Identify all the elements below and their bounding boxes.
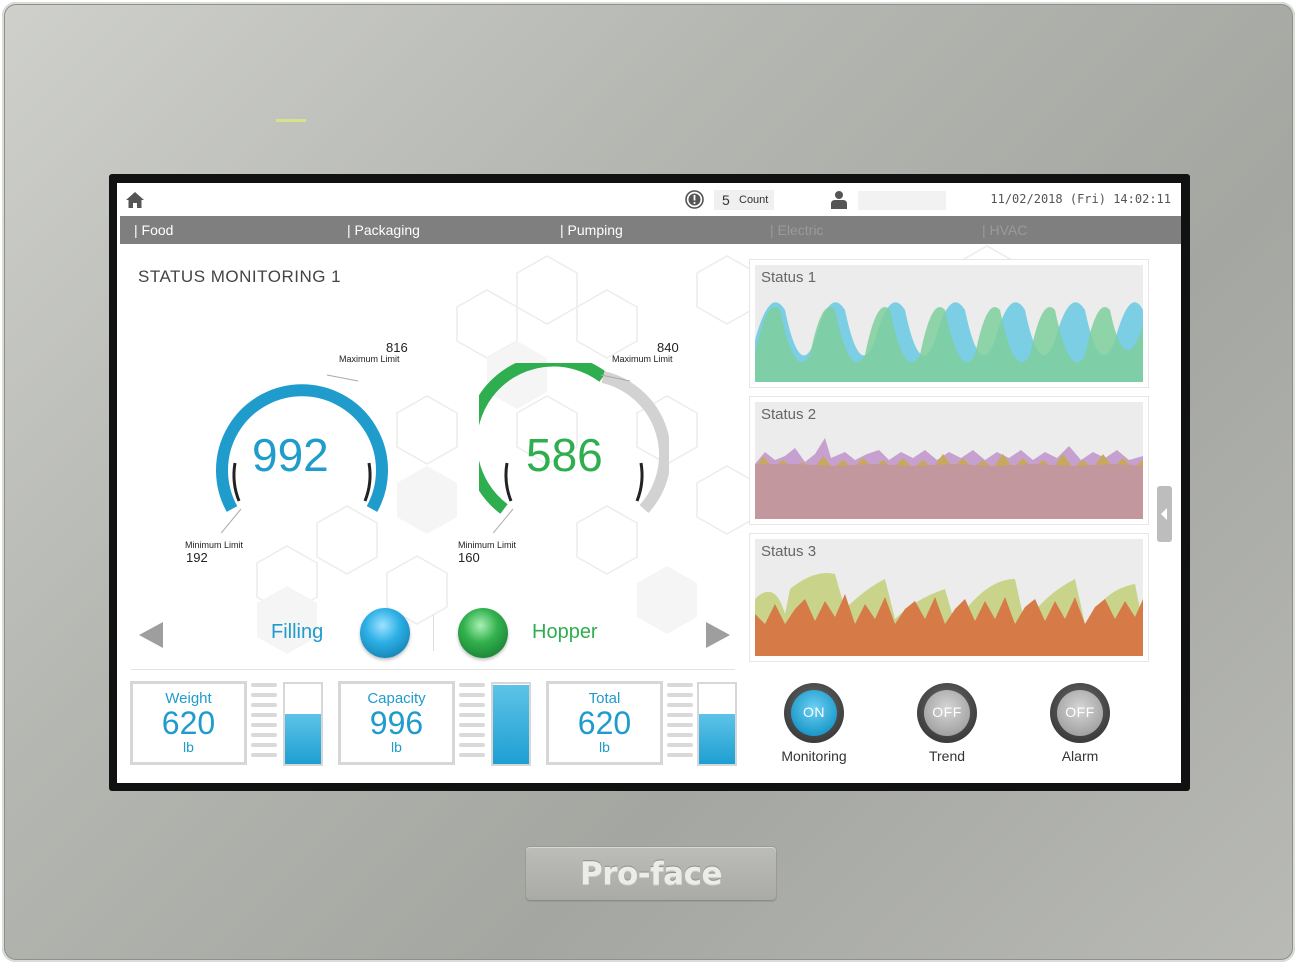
alarm-switch[interactable]: OFF: [1050, 683, 1110, 743]
gauge-hopper: [479, 363, 669, 533]
meter-weight-value: 620: [161, 705, 216, 741]
meter-weight-bar: [283, 682, 323, 766]
meter-total-unit: lb: [599, 739, 610, 755]
tab-electric: | Electric: [770, 222, 824, 238]
gauge-hopper-max-value: 840: [657, 340, 679, 355]
meter-total-ticks: [667, 683, 693, 763]
alarm-count: 5: [722, 192, 730, 208]
tab-pumping[interactable]: | Pumping: [560, 222, 623, 238]
meter-total-title: Total: [588, 690, 621, 707]
gauge-filling-max-label: Maximum Limit: [339, 354, 400, 364]
page-title: STATUS MONITORING 1: [138, 267, 342, 286]
brand-plate: Pro-face: [526, 847, 776, 901]
lamp-separator: [433, 615, 434, 651]
monitoring-switch-label: Monitoring: [781, 748, 847, 764]
meter-capacity-fill: [493, 685, 529, 764]
gauge-filling-min-value: 192: [186, 550, 208, 565]
trend-switch[interactable]: OFF: [917, 683, 977, 743]
status-card-2[interactable]: Status 2: [749, 396, 1149, 525]
gauge-hopper-value: 586: [526, 429, 603, 481]
home-icon[interactable]: [125, 191, 145, 209]
meter-capacity-value: 996: [369, 705, 424, 741]
meter-capacity-unit: lb: [391, 739, 402, 755]
next-arrow-icon[interactable]: [704, 620, 732, 650]
status-chart-2: [755, 438, 1143, 519]
alarm-count-label: Count: [739, 194, 769, 206]
gauge-filling-max-value: 816: [386, 340, 408, 355]
meter-capacity-bar: [491, 682, 531, 766]
meter-total: Total 620 lb: [546, 681, 663, 765]
lamp-filling: [360, 608, 410, 658]
meter-total-fill: [699, 714, 735, 764]
lamp-filling-label: Filling: [271, 621, 324, 643]
meter-weight-ticks: [251, 683, 277, 763]
meter-total-value: 620: [577, 705, 632, 741]
gauge-filling: [216, 374, 388, 533]
hmi-screen: 5 Count 11/02/2018 (Fri) 14:02:11 | Food…: [117, 183, 1181, 783]
lamp-hopper-label: Hopper: [532, 621, 598, 643]
gauge-hopper-max-label: Maximum Limit: [612, 354, 673, 364]
alarm-switch-label: Alarm: [1061, 748, 1099, 764]
side-panel-handle[interactable]: [1157, 486, 1172, 542]
header-bar: 5 Count 11/02/2018 (Fri) 14:02:11: [117, 183, 1181, 216]
datetime: 11/02/2018 (Fri) 14:02:11: [990, 192, 1171, 206]
meter-weight-unit: lb: [183, 739, 194, 755]
meter-total-bar: [697, 682, 737, 766]
status-chart-2-label: Status 2: [761, 406, 817, 423]
trend-switch-face: OFF: [924, 690, 970, 736]
meter-capacity: Capacity 996 lb: [338, 681, 455, 765]
gauge-filling-min-label: Minimum Limit: [185, 540, 244, 550]
status-card-3[interactable]: Status 3: [749, 533, 1149, 662]
meter-weight-fill: [285, 714, 321, 764]
trend-switch-label: Trend: [928, 748, 966, 764]
divider: [131, 669, 735, 670]
chevron-left-icon: [1161, 508, 1167, 520]
status-led: [276, 119, 306, 122]
meter-capacity-title: Capacity: [367, 690, 426, 707]
gauge-hopper-min-value: 160: [458, 550, 480, 565]
tab-bar: | Food | Packaging | Pumping | Electric …: [120, 216, 1181, 244]
tab-packaging[interactable]: | Packaging: [347, 222, 420, 238]
alarm-switch-face: OFF: [1057, 690, 1103, 736]
trend-switch-state: OFF: [932, 704, 962, 720]
status-chart-3: [755, 573, 1143, 656]
tab-hvac: | HVAC: [982, 222, 1028, 238]
tab-food[interactable]: | Food: [134, 222, 174, 238]
gauge-filling-value: 992: [252, 429, 329, 481]
user-icon[interactable]: [830, 190, 848, 209]
alarm-switch-state: OFF: [1065, 704, 1095, 720]
status-card-1[interactable]: Status 1: [749, 259, 1149, 388]
meter-weight: Weight 620 lb: [130, 681, 247, 765]
alarm-icon[interactable]: [685, 190, 704, 209]
alarm-count-box: 5 Count: [714, 190, 774, 210]
previous-arrow-icon[interactable]: [137, 620, 165, 650]
meter-weight-title: Weight: [165, 690, 212, 707]
monitoring-switch[interactable]: ON: [784, 683, 844, 743]
user-name-field[interactable]: [858, 191, 946, 210]
meter-capacity-ticks: [459, 683, 485, 763]
status-chart-1-label: Status 1: [761, 269, 817, 286]
status-chart-1: [755, 302, 1143, 382]
monitoring-switch-face: ON: [791, 690, 837, 736]
brand-logo: Pro-face: [580, 856, 722, 892]
lamp-hopper: [458, 608, 508, 658]
gauge-hopper-min-label: Minimum Limit: [458, 540, 517, 550]
monitoring-switch-state: ON: [803, 704, 825, 720]
status-chart-3-label: Status 3: [761, 543, 817, 560]
